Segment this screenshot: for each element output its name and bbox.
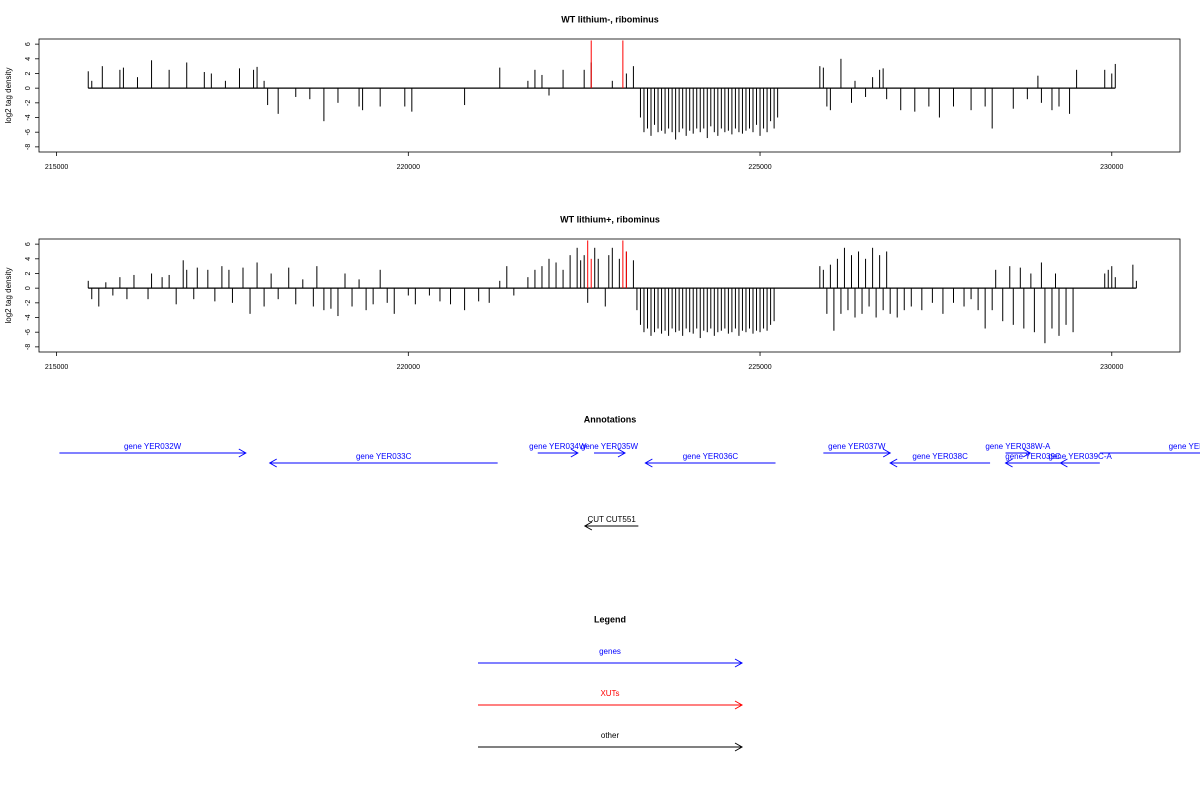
y-tick-label: -8	[25, 344, 32, 350]
y-tick-label: -2	[25, 100, 32, 106]
feature-arrow	[1005, 448, 1032, 458]
arrow-part	[570, 448, 579, 458]
arrow-part	[238, 448, 247, 458]
arrow-part	[1022, 448, 1032, 458]
feature-label: gene YER036C	[683, 452, 739, 461]
legend-arrow	[478, 700, 744, 710]
feature-arrow	[583, 521, 639, 531]
chart-title: WT lithium+, ribominus	[560, 214, 660, 224]
x-tick-label: 230000	[1100, 364, 1123, 371]
feature-arrow	[537, 448, 579, 458]
feature-arrow	[644, 458, 776, 468]
y-tick-label: 2	[25, 271, 32, 275]
feature-label: gene YER039C	[1005, 452, 1061, 461]
feature-label: gene YER037W	[828, 442, 886, 451]
x-tick-label: 225000	[748, 164, 771, 171]
x-tick-label: 230000	[1100, 164, 1123, 171]
y-axis-label: log2 tag density	[4, 267, 13, 323]
x-tick-label: 225000	[748, 364, 771, 371]
arrow-part	[734, 700, 744, 710]
y-axis-label: log2 tag density	[4, 67, 13, 123]
feature-label: gene YER034W	[529, 442, 587, 451]
arrow-part	[1004, 458, 1013, 468]
plot-frame	[38, 38, 1181, 153]
chart-title: WT lithium-, ribominus	[561, 14, 659, 24]
annotations-title: Annotations	[584, 414, 637, 424]
x-tick-label: 220000	[397, 364, 420, 371]
arrow-part	[644, 458, 653, 468]
x-tick-label: 220000	[397, 164, 420, 171]
x-tick-label: 215000	[45, 164, 68, 171]
y-tick-label: -2	[25, 300, 32, 306]
y-tick-label: -6	[25, 329, 32, 335]
feature-label: gene YER033C	[356, 452, 412, 461]
x-tick-label: 215000	[45, 364, 68, 371]
arrow-part	[734, 658, 744, 668]
feature-label: gene YER035W	[581, 442, 639, 451]
feature-label: gene YER039C-A	[1048, 452, 1112, 461]
y-tick-label: 2	[25, 71, 32, 75]
feature-arrow	[1004, 458, 1061, 468]
feature-label: gene YER040W	[1169, 442, 1200, 451]
arrow-part	[617, 448, 626, 458]
arrow-part	[1059, 458, 1068, 468]
y-tick-label: 6	[25, 242, 32, 246]
arrow-part	[889, 458, 898, 468]
arrow-part	[268, 458, 277, 468]
feature-arrow	[823, 448, 892, 458]
legend-arrow	[478, 658, 744, 668]
plot-frame	[38, 238, 1181, 353]
arrow-part	[734, 742, 744, 752]
feature-arrow	[268, 458, 498, 468]
feature-arrow	[1059, 458, 1100, 468]
legend-label: other	[601, 731, 620, 740]
y-tick-label: -4	[25, 114, 32, 120]
feature-arrow	[889, 458, 991, 468]
y-tick-label: -4	[25, 314, 32, 320]
feature-label: CUT CUT551	[587, 515, 636, 524]
y-tick-label: -8	[25, 144, 32, 150]
legend-label: genes	[599, 647, 621, 656]
y-tick-label: -6	[25, 129, 32, 135]
y-tick-label: 4	[25, 257, 32, 261]
arrow-part	[882, 448, 892, 458]
feature-arrow	[594, 448, 626, 458]
legend-title: Legend	[594, 614, 626, 624]
y-tick-label: 4	[25, 57, 32, 61]
arrow-part	[583, 521, 593, 531]
feature-arrow	[59, 448, 247, 458]
feature-label: gene YER032W	[124, 442, 182, 451]
y-tick-label: 0	[25, 286, 32, 290]
y-tick-label: 0	[25, 86, 32, 90]
feature-label: gene YER038W-A	[985, 442, 1051, 451]
legend-arrow	[478, 742, 744, 752]
feature-arrow	[1099, 452, 1200, 454]
legend-label: XUTs	[600, 689, 619, 698]
feature-label: gene YER038C	[912, 452, 968, 461]
y-tick-label: 6	[25, 42, 32, 46]
